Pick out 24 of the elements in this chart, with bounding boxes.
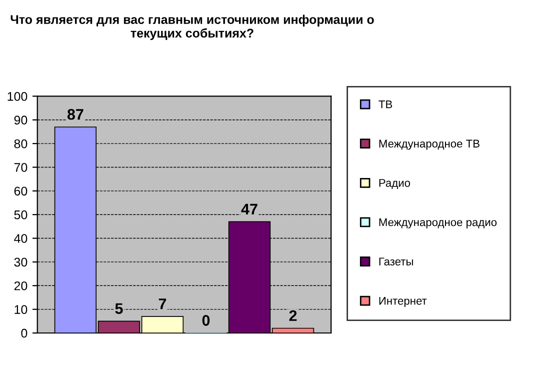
data-label: 0 <box>202 314 210 326</box>
y-tick-label: 40 <box>14 234 28 243</box>
y-tick-label: 60 <box>14 186 28 196</box>
y-tick-label: 80 <box>14 139 28 148</box>
y-tick-label: 30 <box>14 258 28 267</box>
legend-label: Интернет <box>379 297 427 307</box>
legend-label: Радио <box>379 179 410 189</box>
y-tick-label: 10 <box>14 305 28 314</box>
y-tick-label: 90 <box>14 116 28 125</box>
data-label: 87 <box>67 108 84 120</box>
data-label: 2 <box>289 310 297 321</box>
y-tick-label: 50 <box>14 210 28 220</box>
legend-label: Газеты <box>379 258 413 266</box>
legend-label: Международное радио <box>379 218 497 228</box>
y-tick-label: 0 <box>21 328 28 338</box>
legend-label: Международное ТВ <box>379 140 480 150</box>
legend-label: ТВ <box>378 100 392 108</box>
y-tick-label: 20 <box>14 281 28 290</box>
y-tick-label: 70 <box>14 163 28 172</box>
data-label: 7 <box>158 298 166 310</box>
y-tick-label: 100 <box>8 92 28 101</box>
data-label: 5 <box>115 303 123 314</box>
chart-title: Что является для вас главным источником информации о текущих событиях? <box>10 14 374 40</box>
data-label: 47 <box>241 204 258 214</box>
